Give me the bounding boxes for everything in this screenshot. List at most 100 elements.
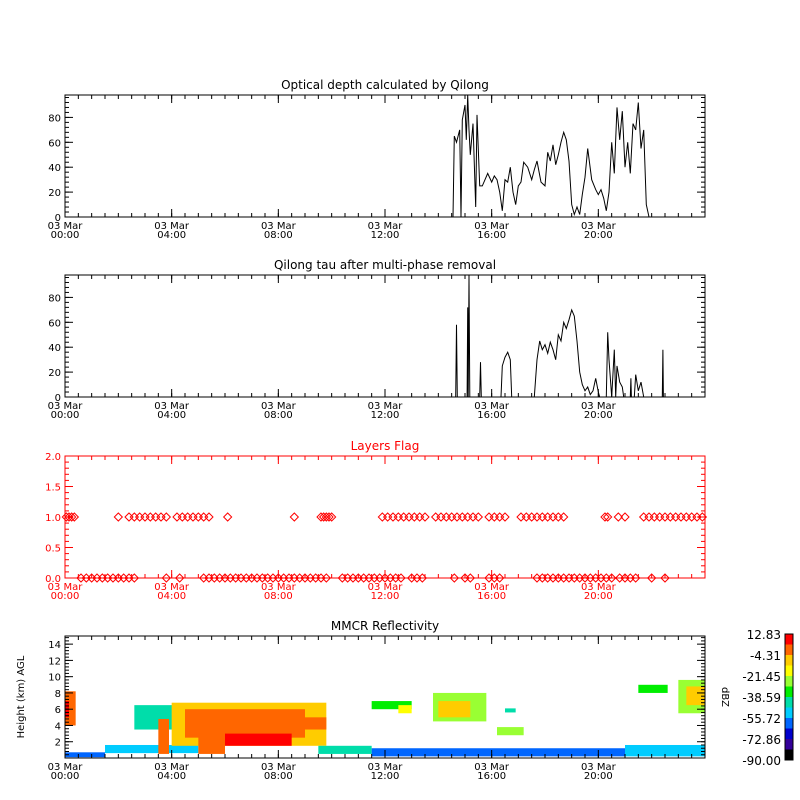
x-tick-label: 03 Mar 16:00 (474, 221, 510, 241)
y-tick-label: 0 (55, 393, 61, 404)
colorbar-tick-label: -21.45 (742, 670, 781, 684)
flag-marker (613, 512, 624, 522)
y-tick-label: 0.0 (45, 574, 61, 585)
panel-title: Layers Flag (351, 439, 420, 453)
x-tick-label: 03 Mar 04:00 (154, 762, 190, 782)
panel-title: MMCR Reflectivity (331, 619, 439, 633)
reflectivity-field (65, 679, 705, 758)
x-tick-label: 03 Mar 04:00 (154, 582, 190, 602)
y-tick-label: 10 (48, 673, 61, 684)
colorbar-frame (784, 633, 794, 761)
flag-marker (500, 512, 510, 522)
x-tick-label: 03 Mar 08:00 (261, 221, 297, 241)
x-tick-label: 03 Mar 00:00 (48, 221, 84, 241)
flag-marker (66, 512, 77, 522)
y-tick-label: 40 (48, 163, 61, 174)
y-tick-label: 0.5 (45, 544, 61, 555)
panel-title: Optical depth calculated by Qilong (281, 78, 489, 92)
flag-marker (620, 512, 630, 522)
colorbar-swatch (785, 697, 793, 708)
reflectivity-cell (65, 691, 76, 726)
colorbar: 12.83 -4.31 -21.45 -38.59 -55.72 -72.86 -90.00… (719, 628, 794, 768)
flag-marker (161, 512, 172, 522)
flag-marker (113, 512, 124, 522)
x-tick-label: 03 Mar 20:00 (581, 582, 617, 602)
series-line (452, 94, 684, 218)
flag-marker (420, 512, 430, 522)
colorbar-tick-label: -90.00 (742, 754, 781, 768)
y-tick-label: 2.0 (45, 452, 61, 463)
x-tick-label: 03 Mar 00:00 (48, 582, 84, 602)
flag-marker (602, 512, 613, 522)
colorbar-swatch (785, 686, 793, 698)
flag-marker (660, 573, 670, 583)
reflectivity-cell (134, 705, 177, 730)
x-tick-label: 03 Mar 20:00 (581, 762, 617, 782)
flag-marker (129, 573, 140, 583)
reflectivity-cell (497, 727, 524, 736)
reflectivity-cell (438, 701, 471, 718)
y-tick-label: 20 (48, 188, 61, 199)
y-axis-label: Height (km) AGL (16, 655, 27, 738)
colorbar-tick-label: -55.72 (742, 712, 781, 726)
flag-marker (465, 573, 476, 583)
panel-1: Optical depth calculated by Qilong 0 20 40 6… (48, 78, 706, 241)
y-tick-label: 4 (55, 721, 61, 732)
reflectivity-cell (505, 708, 516, 713)
x-tick-label: 03 Mar 00:00 (48, 401, 84, 421)
colorbar-swatch (785, 655, 793, 666)
reflectivity-cell (371, 748, 625, 757)
x-tick-label: 03 Mar 12:00 (368, 582, 404, 602)
flag-marker (174, 573, 185, 583)
flag-marker (396, 573, 406, 583)
colorbar-tick-label: -72.86 (742, 733, 781, 747)
reflectivity-cell (686, 686, 705, 706)
y-tick-label: 6 (55, 705, 61, 716)
reflectivity-cell (198, 729, 225, 754)
panel-4: MMCR Reflectivity 2 4 6 8 10 12 14 03 Mar 00:00 03… (16, 619, 794, 782)
colorbar-swatch (785, 676, 793, 687)
reflectivity-cell (158, 718, 169, 754)
colorbar-swatch (785, 644, 793, 656)
series-line (455, 274, 664, 398)
x-tick-label: 03 Mar 04:00 (154, 401, 190, 421)
reflectivity-cell (225, 733, 292, 746)
colorbar-swatch (785, 707, 793, 719)
colorbar-swatch (785, 728, 793, 740)
colorbar-swatch (785, 718, 793, 729)
reflectivity-cell (371, 701, 412, 710)
x-tick-label: 03 Mar 20:00 (581, 401, 617, 421)
flag-marker (417, 573, 428, 583)
reflectivity-cell (318, 745, 372, 754)
reflectivity-cell (625, 744, 705, 757)
y-tick-label: 80 (48, 113, 61, 124)
colorbar-tick-label: -4.31 (750, 649, 781, 663)
flag-marker (161, 573, 172, 583)
y-tick-label: 14 (48, 640, 61, 651)
colorbar-swatch (785, 665, 793, 677)
panel-2: Qilong tau after multi-phase removal 0 20 4… (48, 258, 706, 421)
colorbar-swatch (785, 749, 793, 761)
y-tick-label: 1.0 (45, 513, 61, 524)
flag-marker (630, 573, 641, 583)
flag-marker (289, 512, 300, 522)
x-tick-label: 03 Mar 12:00 (368, 221, 404, 241)
flag-marker (222, 512, 233, 522)
y-tick-label: 60 (48, 318, 61, 329)
y-tick-label: 1.5 (45, 483, 61, 494)
flag-marker (449, 573, 460, 583)
y-tick-label: 12 (48, 656, 61, 667)
flag-marker (473, 512, 484, 522)
x-tick-label: 03 Mar 04:00 (154, 221, 190, 241)
x-tick-label: 03 Mar 12:00 (368, 401, 404, 421)
y-tick-label: 60 (48, 138, 61, 149)
x-tick-label: 03 Mar 08:00 (261, 762, 297, 782)
y-tick-label: 80 (48, 293, 61, 304)
reflectivity-cell (291, 717, 327, 730)
flag-marker (321, 573, 332, 583)
colorbar-tick-label: 12.83 (747, 628, 781, 642)
panel-3: Layers Flag 0.0 0.5 1.0 1.5 2.0 03 Mar 00:00 03 … (45, 439, 708, 602)
colorbar-swatch (785, 634, 793, 645)
colorbar-unit-label: dBZ (719, 687, 730, 707)
